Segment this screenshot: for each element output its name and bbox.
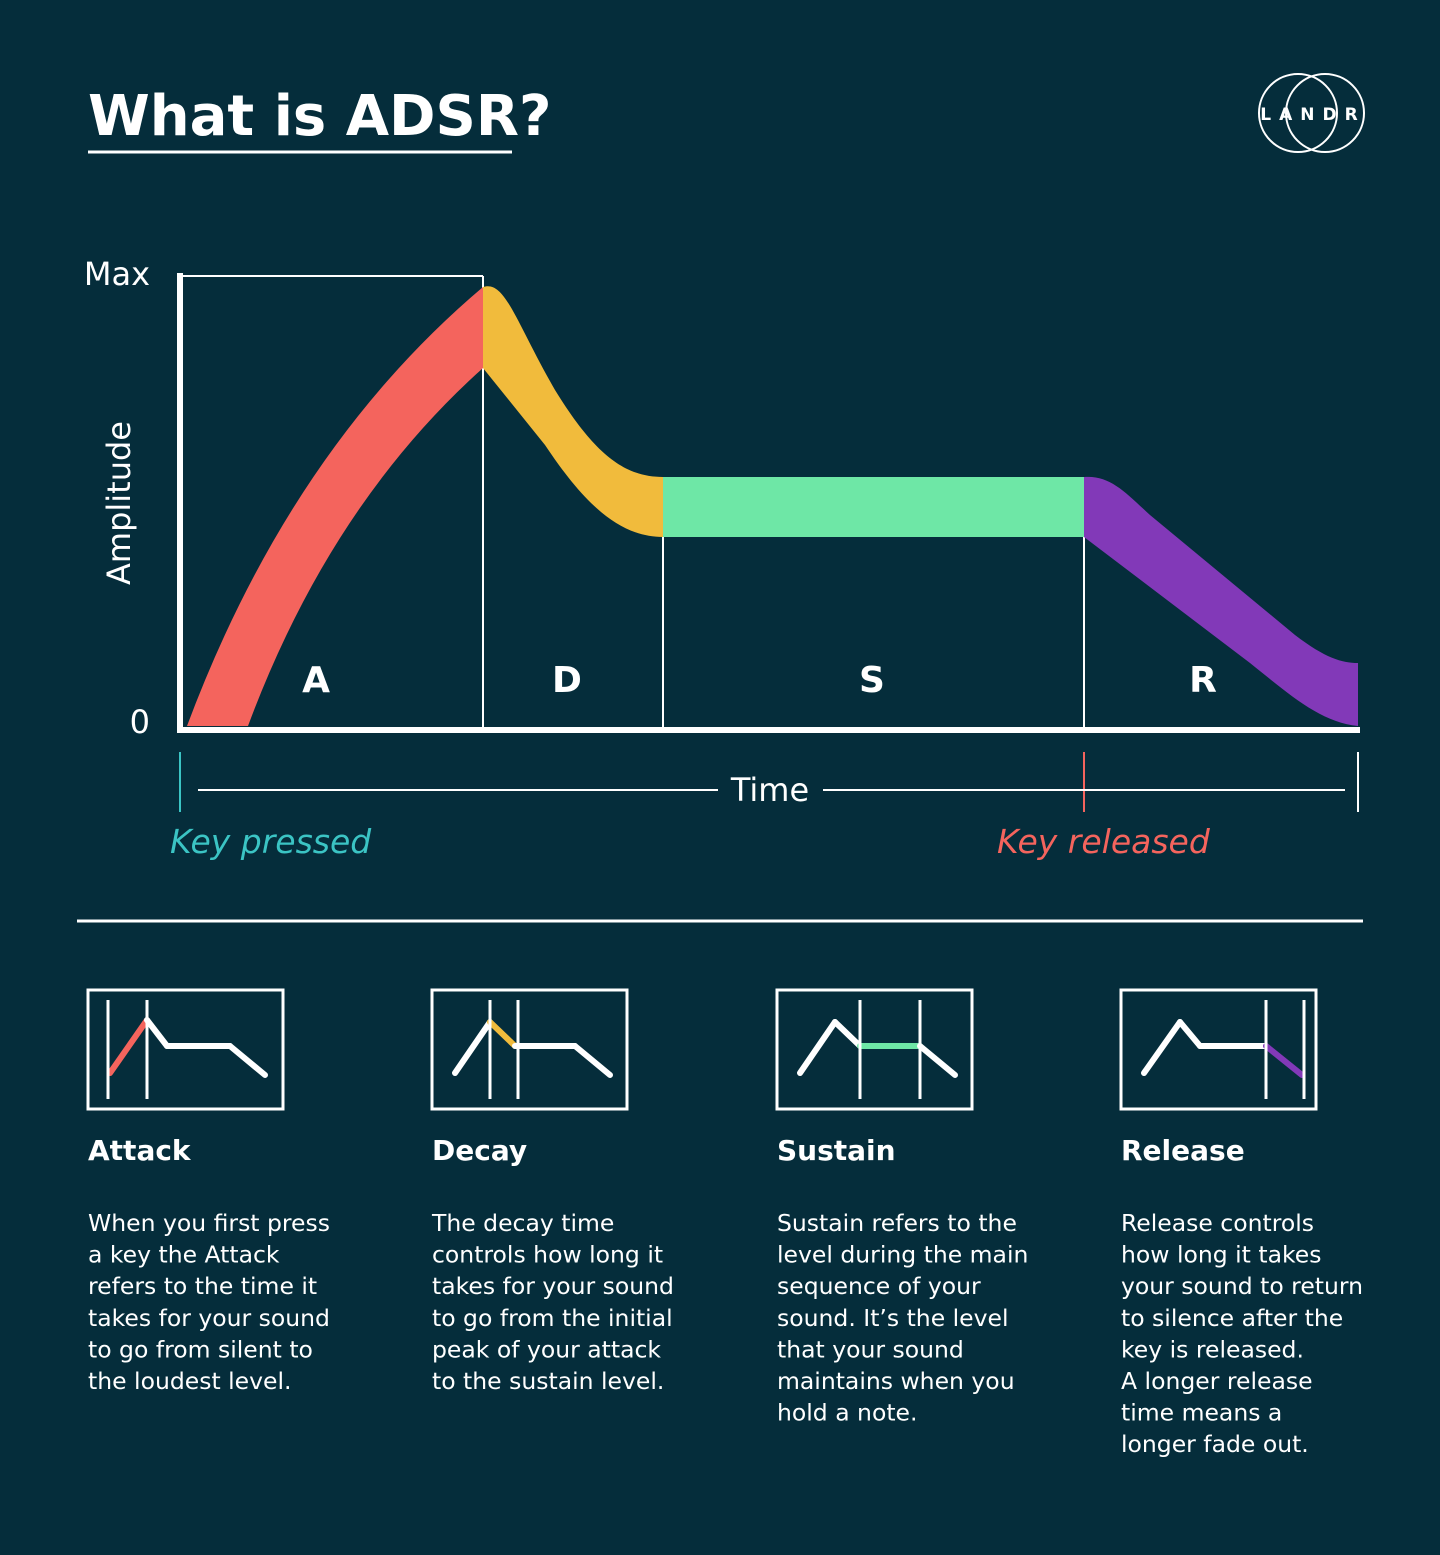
logo: LANDR (1258, 73, 1365, 153)
logo-circle (1258, 73, 1338, 153)
phase-label: S (859, 660, 885, 701)
card-title: Release (1121, 1134, 1245, 1167)
card-text: to the sustain level. (432, 1367, 664, 1395)
icon-envelope (917, 1043, 958, 1078)
card-text: peak of your attack (432, 1335, 661, 1363)
y-axis-label: Amplitude (100, 421, 138, 585)
card-text: Sustain refers to the (777, 1209, 1017, 1237)
title: What is ADSR? (88, 84, 551, 149)
cards: Attack When you first press a key the Atta… (86, 988, 1363, 1458)
card-title: Decay (432, 1134, 527, 1167)
key-pressed-label: Key pressed (170, 822, 372, 861)
card-text: time means a (1121, 1399, 1282, 1427)
card-text: sound. It’s the level (777, 1304, 1009, 1332)
card-text: to go from the initial (432, 1304, 673, 1332)
icon-envelope (487, 1019, 518, 1049)
card-text: takes for your sound (88, 1304, 330, 1332)
icon-envelope (144, 1017, 170, 1049)
x-axis-label: Time (730, 771, 809, 809)
logo-text: LANDR (1260, 105, 1365, 125)
card-title: Attack (88, 1134, 192, 1167)
card-text: When you first press (88, 1209, 330, 1237)
card-text: sequence of your (777, 1272, 981, 1300)
key-released-label: Key released (997, 822, 1211, 861)
card-text: level during the main (777, 1241, 1028, 1269)
card-text: The decay time (431, 1209, 614, 1237)
card-text: the loudest level. (88, 1367, 292, 1395)
card-text: that your sound (777, 1335, 964, 1363)
card-text: how long it takes (1121, 1241, 1321, 1269)
card-text: hold a note. (777, 1399, 917, 1427)
icon-frame (430, 988, 629, 1111)
decay-band (483, 286, 663, 537)
card-text: Release controls (1121, 1209, 1314, 1237)
y-max-label: Max (84, 255, 150, 293)
icon-frame (1119, 988, 1318, 1111)
card-text: controls how long it (432, 1241, 663, 1269)
card-text: to silence after the (1121, 1304, 1343, 1332)
icon-envelope (227, 1043, 268, 1078)
icon-envelope (832, 1019, 863, 1049)
icon-frame (775, 988, 974, 1111)
card-text: a key the Attack (88, 1241, 280, 1269)
sustain-band (663, 477, 1084, 537)
icon-envelope (107, 1017, 150, 1076)
card-text: longer fade out. (1121, 1430, 1309, 1458)
icon-envelope (1263, 1043, 1305, 1078)
card-text: your sound to return (1121, 1272, 1363, 1300)
icon-envelope (452, 1019, 493, 1076)
phase-label: R (1189, 660, 1217, 701)
release-band (1084, 476, 1358, 726)
phase-label: D (552, 660, 582, 701)
attack-band (187, 287, 483, 726)
phase-label: A (302, 660, 330, 701)
logo-circle (1285, 73, 1365, 153)
icon-envelope (1177, 1019, 1203, 1049)
card-text: key is released. (1121, 1335, 1304, 1363)
card-text: A longer release (1121, 1367, 1313, 1395)
y-min-label: 0 (130, 703, 150, 741)
icon-envelope (572, 1043, 613, 1078)
card-text: to go from silent to (88, 1335, 313, 1363)
card-text: takes for your sound (432, 1272, 674, 1300)
icon-envelope (1141, 1019, 1183, 1076)
icon-envelope (797, 1019, 838, 1076)
card-title: Sustain (777, 1134, 896, 1167)
icon-frame (86, 988, 285, 1111)
card-text: refers to the time it (88, 1272, 317, 1300)
card-text: maintains when you (777, 1367, 1015, 1395)
